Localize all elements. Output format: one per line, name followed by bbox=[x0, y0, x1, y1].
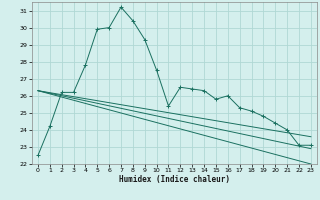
X-axis label: Humidex (Indice chaleur): Humidex (Indice chaleur) bbox=[119, 175, 230, 184]
